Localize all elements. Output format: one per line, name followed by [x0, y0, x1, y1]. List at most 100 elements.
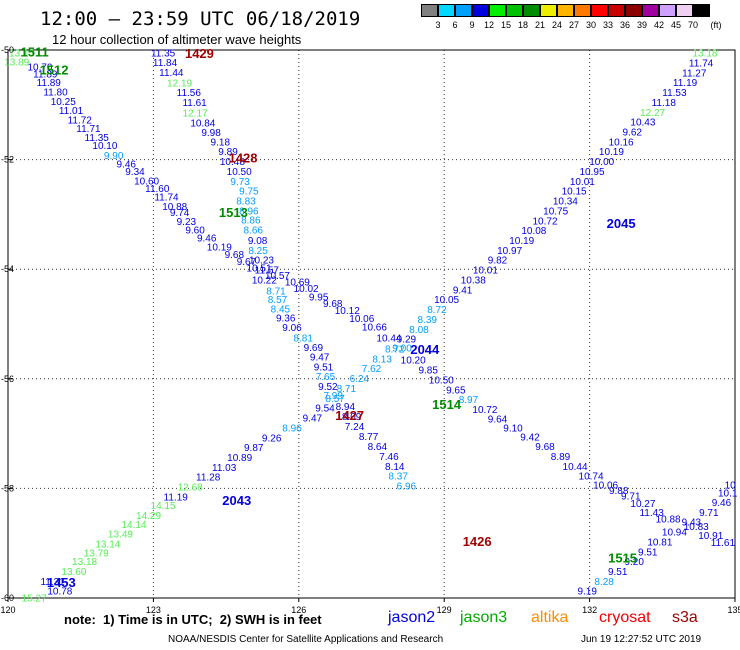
swh-value: 8.94: [336, 402, 356, 413]
swh-value: 9.54: [315, 404, 335, 415]
swh-value: 10.19: [599, 147, 624, 158]
swh-value: 11.19: [673, 78, 698, 89]
swh-value: 10.15: [562, 187, 587, 198]
scale-label: 15: [500, 20, 511, 30]
note-text: note: 1) Time is in UTC; 2) SWH is in fe…: [64, 612, 322, 627]
swh-value: 10.06: [593, 480, 618, 491]
swh-value: 10.44: [563, 462, 588, 473]
swh-value: 10.43: [630, 118, 655, 129]
swh-value: 9.89: [218, 147, 238, 158]
swh-value: 10.60: [134, 176, 159, 187]
scale-unit: (ft): [710, 20, 722, 30]
swh-value: 13.18: [72, 557, 97, 568]
swh-value: 9.90: [104, 151, 124, 162]
scale-label: 70: [687, 20, 698, 30]
swh-value: 9.71: [699, 508, 719, 519]
swh-value: 9.68: [225, 250, 245, 261]
scale-swatch: [455, 4, 472, 17]
swh-value: 9.95: [309, 292, 329, 303]
swh-value: 8.97: [459, 395, 479, 406]
swh-value: 9.67: [237, 257, 257, 268]
swh-value: 9.46: [117, 159, 137, 170]
swh-value: 10.25: [51, 97, 76, 108]
scale-swatch: [659, 4, 676, 17]
swh-value: 9.10: [503, 423, 523, 434]
swh-value: 12.19: [167, 79, 192, 90]
swh-value: 9.65: [446, 386, 466, 397]
x-tick-label: 126: [291, 605, 306, 615]
y-tick-label: -60: [1, 593, 14, 603]
swh-value: 9.36: [276, 313, 296, 324]
pass-time-label: 1426: [463, 534, 492, 549]
scale-swatch: [557, 4, 574, 17]
scale-swatch: [421, 4, 438, 17]
swh-value: 9.41: [453, 285, 473, 296]
x-tick-label: 120: [0, 605, 15, 615]
swh-value: 12.17: [183, 108, 208, 119]
y-tick-label: -52: [1, 155, 14, 165]
swh-value: 13.13: [9, 49, 34, 60]
swh-value: 11.31: [40, 577, 65, 588]
scale-label: 21: [534, 20, 545, 30]
pass-time-label: 1512: [40, 63, 69, 78]
scale-swatch: [693, 4, 710, 17]
swh-value: 8.96: [239, 206, 259, 217]
pass-time-label: 1453: [47, 575, 76, 590]
swh-value: 10.34: [553, 197, 578, 208]
swh-value: 9.34: [125, 167, 145, 178]
scale-label: 30: [585, 20, 596, 30]
pass-time-label: 1511: [21, 45, 49, 60]
pass-time-label: 1514: [432, 397, 462, 412]
swh-value: 10.88: [162, 202, 187, 213]
scale-swatch: [472, 4, 489, 17]
swh-value: 9.52: [318, 382, 338, 393]
swh-value: 7.24: [345, 422, 365, 433]
scale-label: 9: [469, 20, 475, 30]
pass-time-label: 1429: [185, 46, 214, 61]
swh-value: 9.51: [314, 363, 334, 374]
swh-value: 9.64: [488, 415, 508, 426]
swh-value: 9.62: [623, 127, 643, 138]
swh-value: 9.87: [244, 443, 264, 454]
swh-value: 11.03: [212, 463, 237, 474]
pass-time-label: 1427: [335, 408, 364, 423]
swh-value: 8.45: [271, 304, 291, 315]
swh-value: 11.01: [59, 106, 84, 117]
swh-value: 10.16: [609, 137, 634, 148]
chart-title: 12:00 – 23:59 UTC 06/18/2019: [40, 8, 361, 30]
swh-value: 11.44: [159, 68, 184, 79]
scale-label: 3: [435, 20, 441, 30]
plot-frame: [7, 49, 736, 599]
pass-time-label: 2043: [222, 493, 251, 508]
swh-value: 11.71: [76, 124, 101, 135]
swh-value: 10.95: [580, 167, 605, 178]
y-tick-label: -58: [1, 483, 14, 493]
swh-value: 8.08: [409, 325, 429, 336]
swh-value: 11.74: [689, 58, 714, 69]
swh-value: 12.68: [178, 483, 203, 494]
swh-value: 10.88: [656, 514, 681, 525]
swh-value: 9.08: [248, 236, 268, 247]
scale-swatch: [438, 4, 455, 17]
y-tick-label: -50: [1, 45, 14, 55]
swh-value: 10.57: [265, 271, 290, 282]
swh-value: 10.01: [570, 177, 595, 188]
swh-value: 9.85: [418, 365, 438, 376]
swh-value: 13.14: [95, 540, 120, 551]
swh-value: 11.35: [151, 49, 176, 60]
swh-value: 8.09: [342, 412, 362, 423]
pass-time-label: 2045: [607, 216, 636, 231]
swh-value: 10.19: [509, 236, 534, 247]
swh-value: 10.38: [461, 275, 486, 286]
swh-value: 10.94: [662, 528, 687, 539]
swh-value: 8.28: [594, 577, 614, 588]
swh-value: 8.72: [385, 344, 405, 355]
swh-value: 9.75: [239, 187, 259, 198]
swh-value: 9.00: [392, 343, 412, 354]
swh-value: 11.27: [682, 68, 707, 79]
swh-value: 10.20: [401, 355, 426, 366]
swh-value: 8.14: [385, 462, 405, 473]
swh-value: 9.71: [621, 491, 641, 502]
swh-value: 10.72: [472, 405, 497, 416]
